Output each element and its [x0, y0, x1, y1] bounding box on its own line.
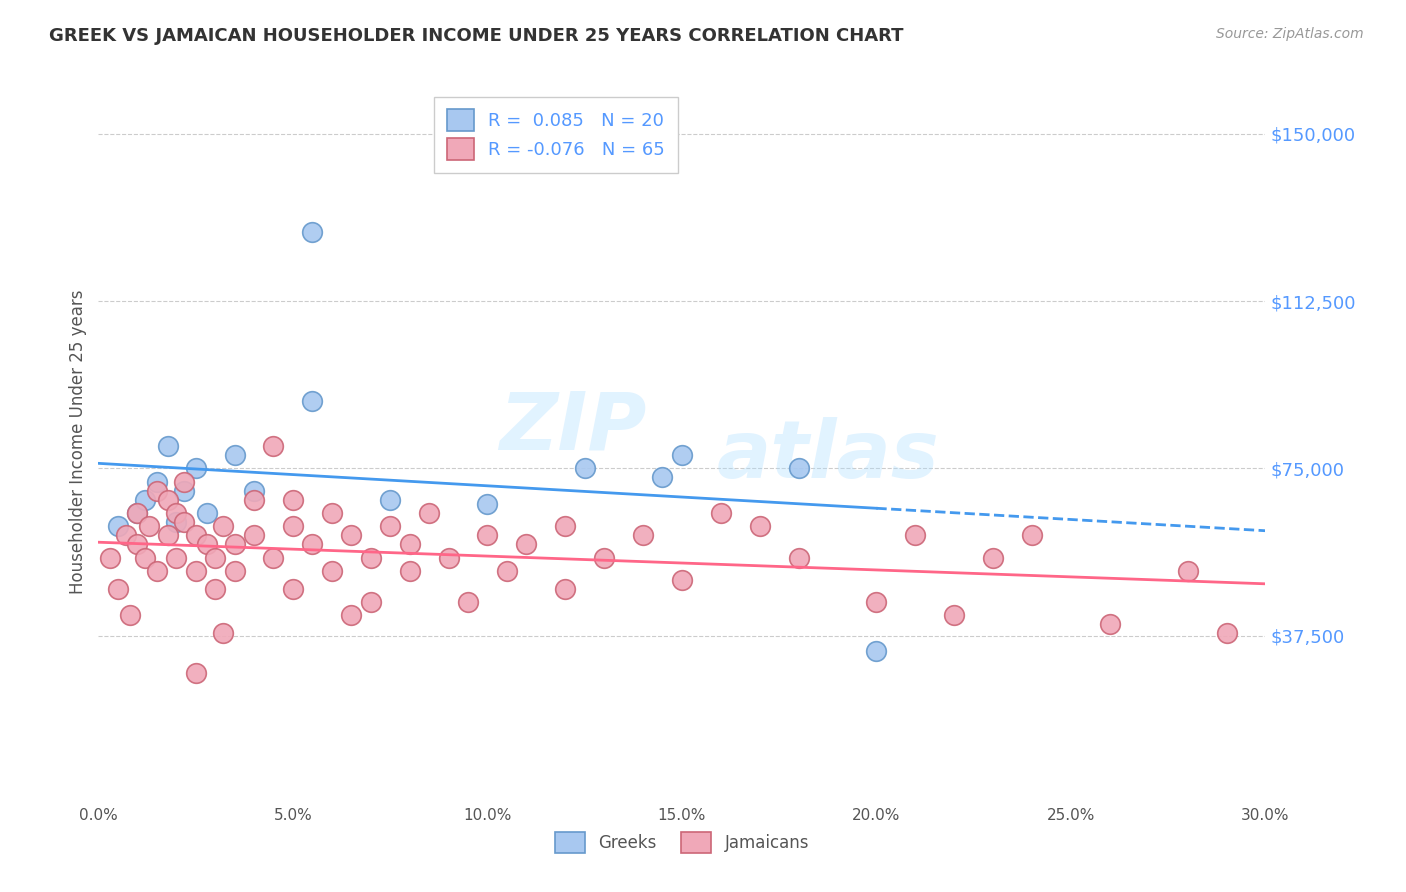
Point — [651, 470, 673, 484]
Point — [301, 394, 323, 409]
Point — [593, 550, 616, 565]
Point — [127, 506, 149, 520]
Point — [173, 515, 195, 529]
Point — [865, 595, 887, 609]
Point — [224, 448, 246, 462]
Point — [787, 550, 810, 565]
Point — [748, 519, 770, 533]
Point — [398, 537, 420, 551]
Point — [146, 564, 169, 578]
Point — [787, 461, 810, 475]
Point — [1177, 564, 1199, 578]
Point — [321, 506, 343, 520]
Point — [554, 519, 576, 533]
Point — [165, 550, 187, 565]
Point — [212, 519, 235, 533]
Point — [1021, 528, 1043, 542]
Point — [173, 483, 195, 498]
Point — [157, 528, 180, 542]
Point — [118, 608, 141, 623]
Point — [127, 537, 149, 551]
Point — [496, 564, 519, 578]
Point — [195, 537, 218, 551]
Point — [184, 528, 207, 542]
Point — [515, 537, 537, 551]
Point — [418, 506, 440, 520]
Point — [943, 608, 966, 623]
Point — [631, 528, 654, 542]
Point — [398, 564, 420, 578]
Point — [281, 492, 304, 507]
Point — [165, 515, 187, 529]
Point — [360, 550, 382, 565]
Point — [184, 564, 207, 578]
Point — [340, 608, 363, 623]
Point — [157, 439, 180, 453]
Point — [165, 506, 187, 520]
Point — [321, 564, 343, 578]
Point — [204, 550, 226, 565]
Point — [380, 519, 402, 533]
Point — [212, 626, 235, 640]
Point — [457, 595, 479, 609]
Legend: Greeks, Jamaicans: Greeks, Jamaicans — [548, 826, 815, 860]
Point — [114, 528, 136, 542]
Point — [1215, 626, 1237, 640]
Point — [224, 564, 246, 578]
Point — [865, 644, 887, 658]
Point — [671, 573, 693, 587]
Point — [127, 506, 149, 520]
Point — [243, 528, 266, 542]
Point — [904, 528, 927, 542]
Point — [138, 519, 160, 533]
Point — [157, 492, 180, 507]
Point — [224, 537, 246, 551]
Point — [243, 492, 266, 507]
Point — [281, 519, 304, 533]
Text: GREEK VS JAMAICAN HOUSEHOLDER INCOME UNDER 25 YEARS CORRELATION CHART: GREEK VS JAMAICAN HOUSEHOLDER INCOME UND… — [49, 27, 904, 45]
Point — [477, 528, 499, 542]
Point — [360, 595, 382, 609]
Point — [184, 461, 207, 475]
Point — [262, 439, 284, 453]
Point — [184, 666, 207, 681]
Point — [477, 497, 499, 511]
Point — [146, 475, 169, 489]
Text: ZIP: ZIP — [499, 388, 647, 467]
Point — [554, 582, 576, 596]
Point — [134, 492, 156, 507]
Point — [146, 483, 169, 498]
Point — [1098, 617, 1121, 632]
Point — [981, 550, 1004, 565]
Point — [195, 506, 218, 520]
Point — [574, 461, 596, 475]
Point — [173, 475, 195, 489]
Point — [107, 582, 129, 596]
Point — [204, 582, 226, 596]
Text: atlas: atlas — [717, 417, 939, 495]
Point — [437, 550, 460, 565]
Point — [98, 550, 121, 565]
Point — [671, 448, 693, 462]
Text: Source: ZipAtlas.com: Source: ZipAtlas.com — [1216, 27, 1364, 41]
Point — [134, 550, 156, 565]
Point — [340, 528, 363, 542]
Point — [301, 537, 323, 551]
Point — [281, 582, 304, 596]
Point — [710, 506, 733, 520]
Point — [243, 483, 266, 498]
Point — [380, 492, 402, 507]
Y-axis label: Householder Income Under 25 years: Householder Income Under 25 years — [69, 289, 87, 594]
Point — [107, 519, 129, 533]
Point — [301, 225, 323, 239]
Point — [262, 550, 284, 565]
